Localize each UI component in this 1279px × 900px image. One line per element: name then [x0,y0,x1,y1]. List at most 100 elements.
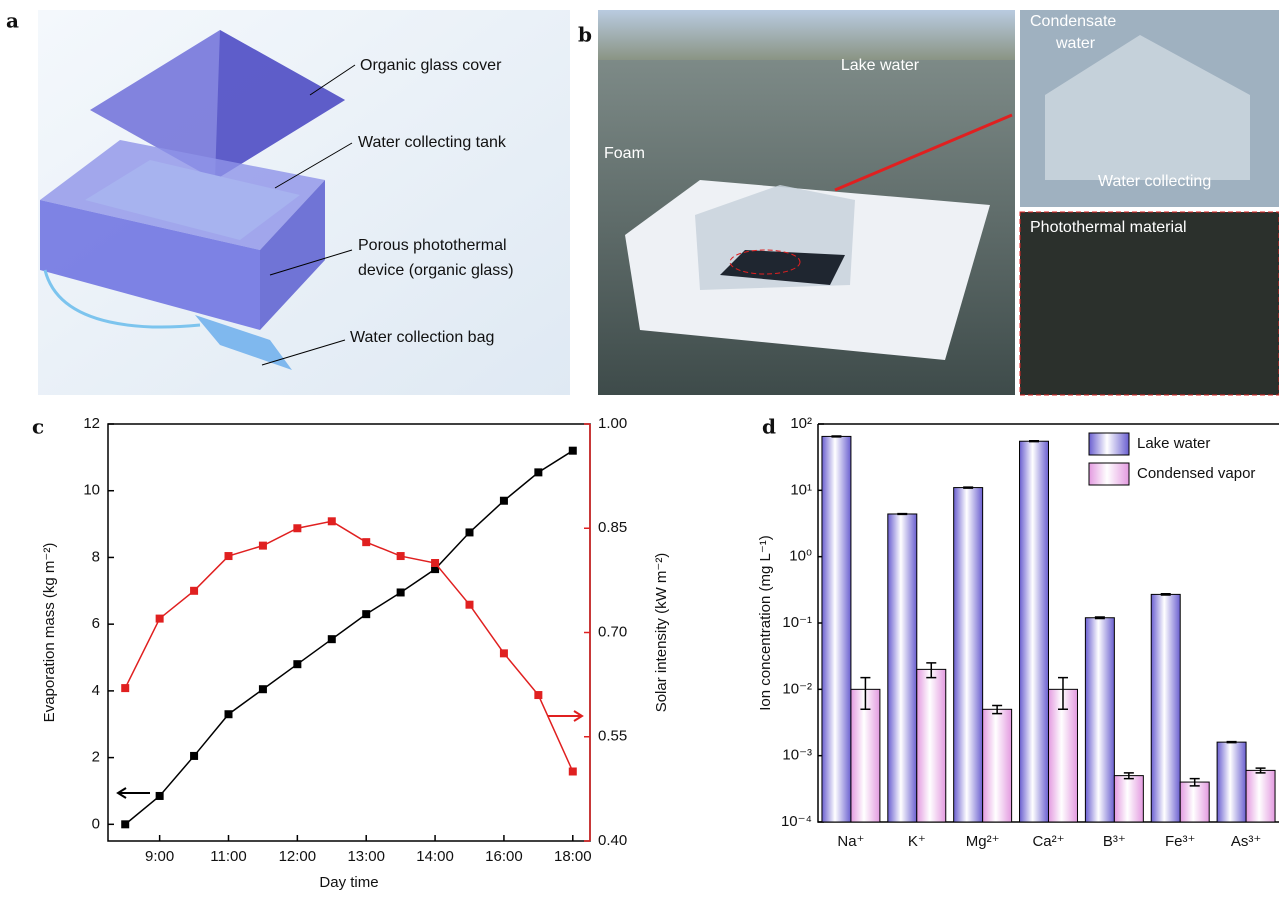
point [569,447,577,455]
callout: Organic glass cover [360,57,502,74]
y-tick-label: 0 [92,815,100,832]
photo-label: water [1055,35,1096,52]
y-axis-title: Evaporation mass (kg m⁻²) [41,543,58,723]
y2-tick-label: 0.70 [598,623,627,640]
x-tick-label: 12:00 [279,848,317,865]
y-tick-label: 8 [92,548,100,565]
bar [1020,441,1049,822]
y-tick-label: 10¹ [790,481,812,498]
x-tick-label: 9:00 [145,848,174,865]
point [569,768,577,776]
x-tick-label: B³⁺ [1103,833,1126,850]
legend-label: Lake water [1137,435,1210,452]
error-bar [1029,441,1039,442]
point [190,587,198,595]
plot-frame [108,424,590,841]
y-tick-label: 4 [92,682,100,699]
y-axis-title: Ion concentration (mg L⁻¹) [757,535,774,711]
legend-swatch [1089,463,1129,485]
x-tick-label: 11:00 [210,848,246,865]
bar [1180,782,1209,822]
callout: Water collecting tank [358,134,507,151]
error-bar [831,436,841,437]
bar [954,488,983,822]
point [259,542,267,550]
bar [1114,776,1143,822]
x-tick-label: Fe³⁺ [1165,833,1195,850]
point [293,524,301,532]
y-tick-label: 2 [92,749,100,766]
y-tick-label: 10⁻⁴ [781,813,812,830]
figure: a Organic glass cover Water collecting t… [0,0,1279,900]
point [534,691,542,699]
point [431,559,439,567]
y2-tick-label: 0.55 [598,728,627,745]
callout: Water collection bag [350,329,494,346]
bar [822,436,851,822]
error-bar [1161,594,1171,595]
point [293,660,301,668]
panel-a: a Organic glass cover Water collecting t… [6,9,570,396]
y-tick-label: 10⁻³ [782,747,812,764]
point [534,468,542,476]
x-tick-label: 16:00 [485,848,523,865]
photo-label: Foam [604,145,645,162]
x-tick-label: K⁺ [908,833,926,850]
bar [1085,618,1114,822]
y-tick-label: 6 [92,615,100,632]
y2-tick-label: 0.40 [598,832,627,849]
x-tick-label: 18:00 [554,848,592,865]
y-tick-label: 10² [790,415,812,432]
axis-arrow [118,788,150,798]
panel-label: c [32,415,44,439]
y-tick-label: 10⁻¹ [782,614,812,631]
point [328,635,336,643]
y2-tick-label: 1.00 [598,415,627,432]
callout: Porous photothermal [358,237,507,254]
photo-label: Water collecting [1098,173,1211,190]
y2-axis-title: Solar intensity (kW m⁻²) [653,553,670,713]
point [121,820,129,828]
point [466,528,474,536]
point [500,497,508,505]
axis-arrow [548,711,582,721]
point [362,538,370,546]
error-bar [963,487,973,488]
point [397,588,405,596]
y-tick-label: 10⁰ [789,548,812,565]
x-tick-label: 13:00 [347,848,385,865]
photo-label: Photothermal material [1030,219,1187,236]
y2-tick-label: 0.85 [598,519,627,536]
point [225,710,233,718]
bar [1246,770,1275,822]
bar [1151,594,1180,822]
x-axis-title: Day time [319,874,378,891]
bar [983,709,1012,822]
callout: device (organic glass) [358,262,514,279]
panel-label: b [578,23,592,47]
bar [917,669,946,822]
point [328,517,336,525]
panel-label: a [6,9,19,33]
series-line [125,521,573,771]
error-bar [1227,742,1237,743]
x-tick-label: Na⁺ [837,833,864,850]
x-tick-label: 14:00 [416,848,454,865]
y-tick-label: 10 [83,482,100,499]
photo-label: Condensate [1030,13,1116,30]
point [466,601,474,609]
point [190,752,198,760]
legend-label: Condensed vapor [1137,465,1255,482]
point [156,615,164,623]
y-tick-label: 10⁻² [782,680,812,697]
photo-label: Lake water [841,57,920,74]
point [500,649,508,657]
point [225,552,233,560]
inset-material [1020,212,1279,395]
point [362,610,370,618]
point [121,684,129,692]
panel-label: d [762,415,776,439]
bar [888,514,917,822]
legend-swatch [1089,433,1129,455]
y-tick-label: 12 [83,415,100,432]
